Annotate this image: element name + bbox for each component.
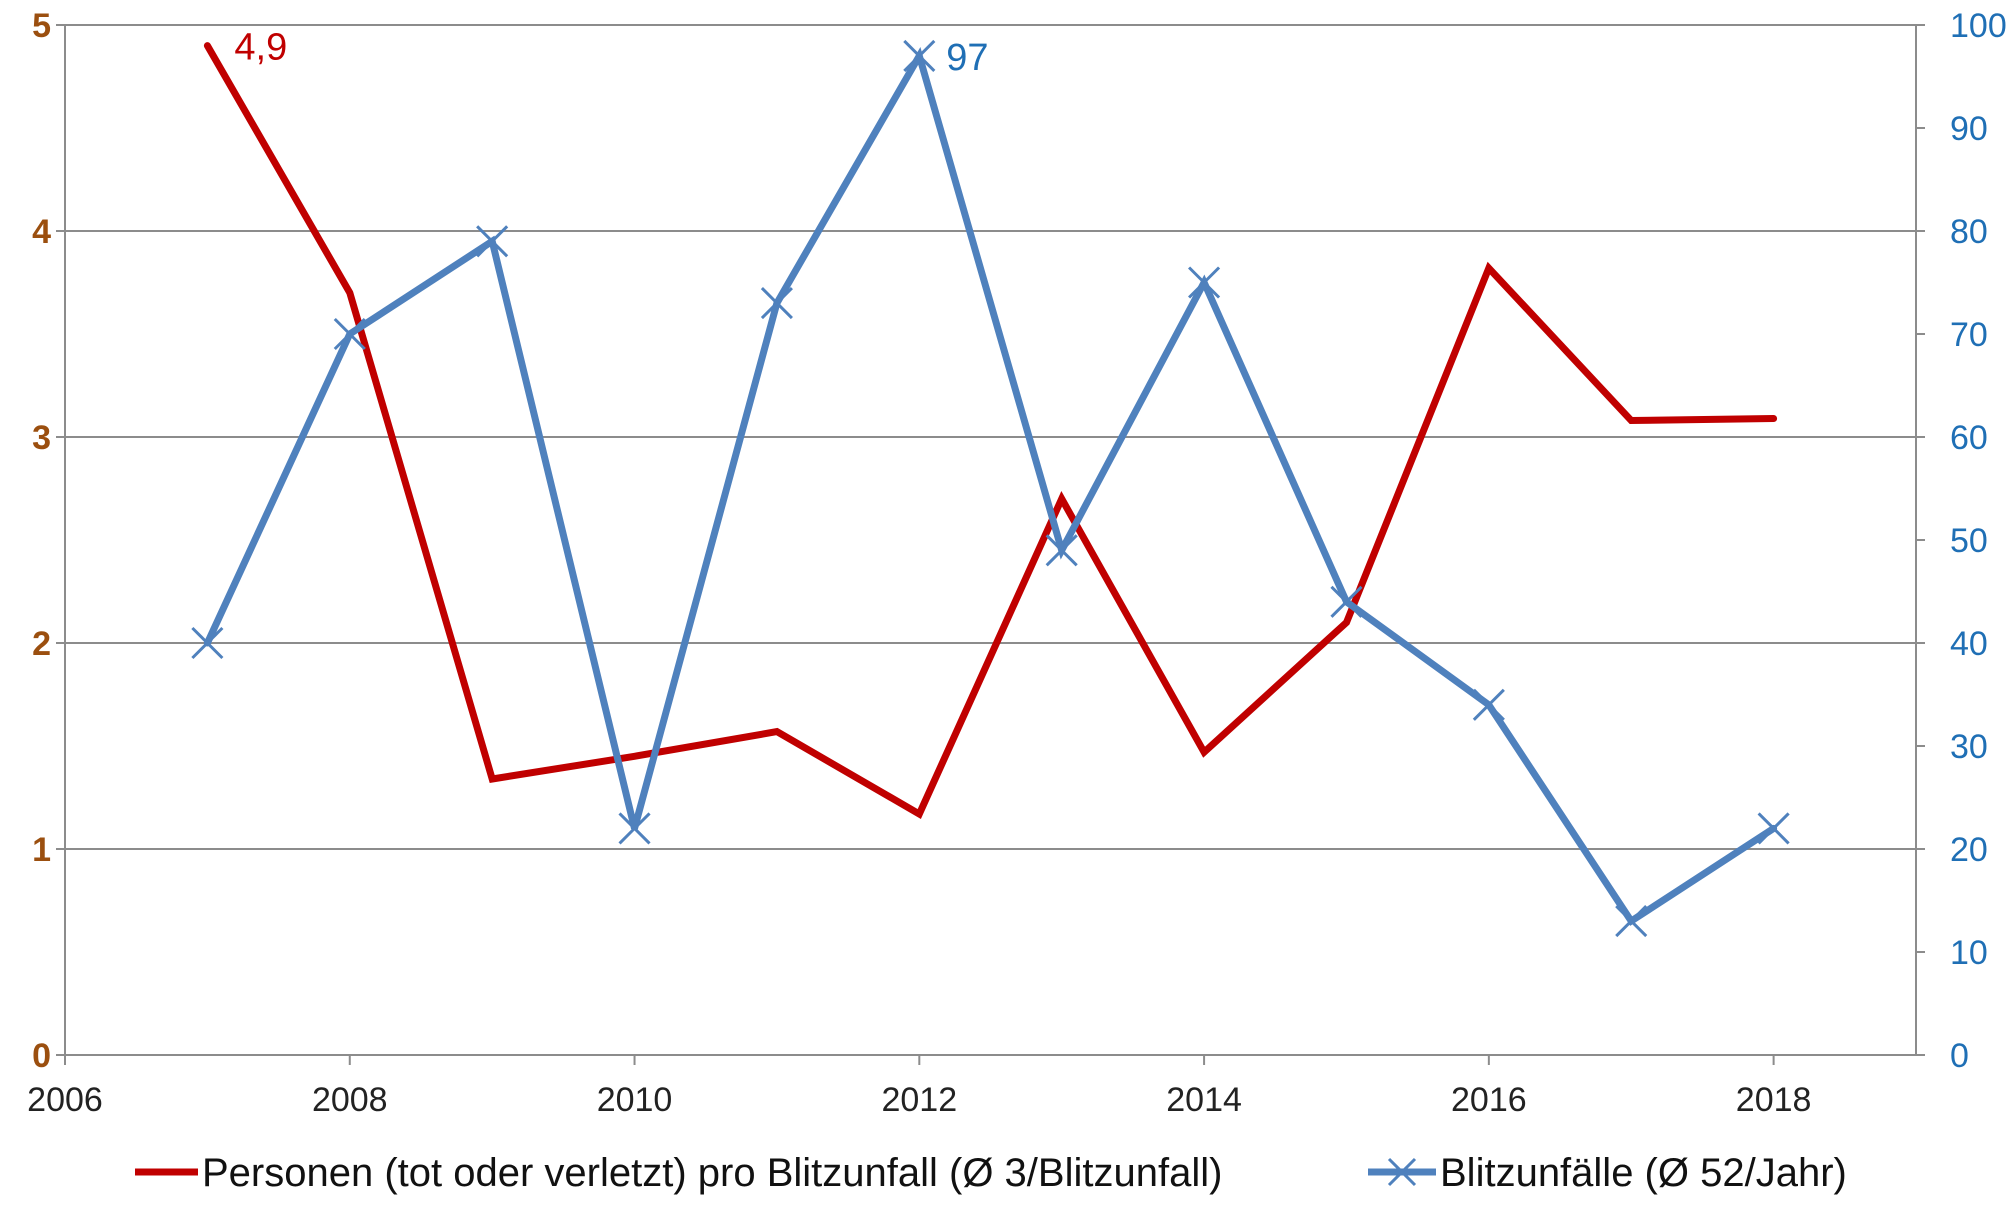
data-point-marker [1615, 905, 1648, 938]
right-tick-label: 0 [1950, 1037, 1969, 1075]
legend-marker-x-icon [1387, 1157, 1417, 1187]
x-tick-label: 2014 [1166, 1081, 1242, 1119]
right-tick-label: 10 [1950, 934, 1988, 972]
right-tick-label: 60 [1950, 419, 1988, 457]
data-point-marker [1757, 812, 1790, 845]
right-tick-label: 20 [1950, 831, 1988, 869]
data-point-marker [618, 812, 651, 845]
data-point-marker [1188, 266, 1221, 299]
x-tick-label: 2016 [1451, 1081, 1527, 1119]
right-tick-label: 50 [1950, 522, 1988, 560]
left-axis-ticks: 0 1 2 3 4 5 [32, 7, 65, 1075]
right-tick-label: 30 [1950, 728, 1988, 766]
data-point-marker [760, 287, 793, 320]
left-tick-label: 3 [32, 419, 51, 457]
x-tick-label: 2008 [312, 1081, 388, 1119]
data-point-marker [333, 317, 366, 351]
right-tick-label: 80 [1950, 213, 1988, 251]
gridlines [65, 24, 1916, 850]
left-tick-label: 2 [32, 625, 51, 663]
x-axis-ticks: 2006 2008 2010 2012 2014 2016 2018 [27, 1055, 1811, 1119]
x-tick-label: 2018 [1736, 1081, 1812, 1119]
data-label: 97 [946, 37, 988, 79]
x-tick-label: 2010 [597, 1081, 673, 1119]
series-lines [191, 39, 1790, 938]
left-tick-label: 4 [32, 213, 51, 251]
data-point-marker [191, 626, 224, 660]
legend-label-blitzunfaelle: Blitzunfälle (Ø 52/Jahr) [1440, 1151, 1847, 1195]
data-labels: 4,9 97 [234, 27, 988, 79]
right-tick-label: 100 [1950, 7, 2007, 45]
data-point-marker [1045, 534, 1078, 567]
x-tick-label: 2006 [27, 1081, 103, 1119]
legend-label-personen: Personen (tot oder verletzt) pro Blitzun… [202, 1151, 1222, 1195]
right-tick-label: 90 [1950, 110, 1988, 148]
left-tick-label: 0 [32, 1037, 51, 1075]
series-line-1 [203, 47, 1778, 926]
data-point-marker [1330, 585, 1363, 618]
data-point-marker [1472, 688, 1505, 721]
x-tick-label: 2012 [881, 1081, 957, 1119]
right-axis-ticks: 0 10 20 30 40 50 60 70 80 90 100 [1916, 7, 2007, 1075]
data-point-marker [903, 39, 936, 72]
right-tick-label: 70 [1950, 316, 1988, 354]
legend: Personen (tot oder verletzt) pro Blitzun… [135, 1151, 1847, 1195]
left-tick-label: 5 [32, 7, 51, 45]
series-line-0 [203, 42, 1778, 819]
left-tick-label: 1 [32, 831, 51, 869]
data-point-marker [476, 225, 509, 258]
right-tick-label: 40 [1950, 625, 1988, 663]
axes [64, 25, 1917, 1056]
data-label: 4,9 [234, 27, 287, 69]
